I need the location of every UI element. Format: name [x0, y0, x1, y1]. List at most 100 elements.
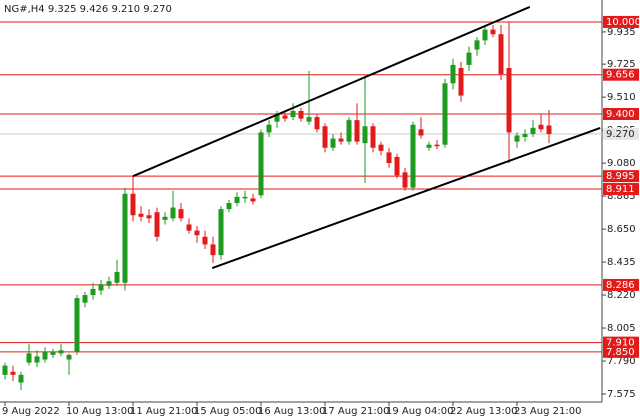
candle-body	[330, 138, 336, 148]
candle-body	[122, 193, 128, 283]
candle-body	[42, 351, 48, 360]
candle-body	[426, 144, 432, 148]
candle-body	[82, 295, 88, 303]
y-tick-label: 8.865	[607, 191, 636, 202]
candle-body	[74, 298, 80, 352]
candle-body	[106, 281, 112, 286]
y-tick-label: 9.725	[607, 59, 636, 70]
candle-body	[202, 236, 208, 245]
x-tick-label: 10 Aug 13:00	[66, 406, 133, 417]
level-label: 10.000	[606, 17, 640, 28]
candle-body	[410, 124, 416, 188]
y-tick-label: 8.650	[607, 224, 636, 235]
candle-body	[394, 156, 400, 176]
chart-title: NG#,H4 9.325 9.426 9.210 9.270	[4, 4, 172, 15]
level-label: 8.286	[606, 280, 635, 291]
level-label-box	[603, 15, 639, 28]
candle-body	[458, 67, 464, 96]
candle-body	[378, 144, 384, 151]
candle-body	[450, 64, 456, 84]
candle-body	[346, 120, 352, 142]
y-tick-label: 7.575	[607, 389, 636, 400]
y-tick-label: 9.510	[607, 92, 636, 103]
candle-body	[130, 193, 136, 216]
candle-body	[546, 125, 552, 134]
level-label: 8.995	[606, 171, 635, 182]
candle-body	[218, 209, 224, 256]
candle-body	[474, 40, 480, 50]
y-tick-label: 7.790	[607, 356, 636, 367]
level-label: 7.850	[606, 347, 635, 358]
candle-body	[370, 126, 376, 148]
x-tick-label: 17 Aug 21:00	[322, 406, 389, 417]
candle-body	[306, 117, 312, 122]
candle-body	[266, 124, 272, 133]
candle-body	[282, 115, 288, 119]
candle-body	[114, 272, 120, 283]
level-label-box	[603, 183, 639, 196]
level-label: 7.910	[606, 338, 635, 349]
candle-body	[522, 133, 528, 138]
current-price-label: 9.270	[606, 129, 635, 140]
candle-body	[298, 110, 304, 119]
candle-body	[2, 365, 8, 375]
candle-body	[146, 215, 152, 219]
candle-body	[274, 114, 280, 122]
level-label: 8.911	[606, 184, 635, 195]
candle-body	[354, 120, 360, 142]
trendline	[211, 127, 601, 269]
candle-body	[210, 244, 216, 256]
level-label: 9.400	[606, 109, 635, 120]
candle-body	[234, 196, 240, 203]
x-tick-label: 15 Aug 05:00	[194, 406, 261, 417]
level-label-box	[603, 336, 639, 349]
x-tick-label: 9 Aug 2022	[2, 406, 60, 417]
y-tick-label: 8.005	[607, 323, 636, 334]
level-label-box	[603, 278, 639, 291]
candle-body	[338, 138, 344, 142]
candle-body	[26, 353, 32, 363]
candle-body	[402, 172, 408, 188]
candle-body	[186, 224, 192, 231]
candle-body	[194, 230, 200, 236]
candle-body	[434, 144, 440, 147]
candle-body	[178, 209, 184, 219]
candle-body	[258, 132, 264, 196]
level-label-box	[603, 68, 639, 81]
y-tick-label: 8.220	[607, 290, 636, 301]
y-tick-label: 8.435	[607, 257, 636, 268]
candle-body	[10, 371, 16, 375]
y-tick-label: 9.935	[607, 27, 636, 38]
candle-body	[154, 212, 160, 237]
candle-body	[466, 52, 472, 65]
x-tick-label: 23 Aug 21:00	[514, 406, 581, 417]
candle-body	[66, 354, 72, 360]
candle-body	[34, 356, 40, 363]
candle-body	[506, 67, 512, 133]
candle-body	[498, 34, 504, 75]
candle-body	[290, 110, 296, 118]
candle-body	[530, 127, 536, 134]
candle-body	[362, 126, 368, 144]
candle-body	[226, 202, 232, 210]
level-label-box	[603, 345, 639, 358]
candle-body	[386, 152, 392, 164]
candle-body	[418, 129, 424, 136]
candle-body	[538, 124, 544, 130]
candle-body	[18, 374, 24, 383]
candle-body	[250, 198, 256, 202]
candle-body	[138, 213, 144, 217]
candle-body	[442, 83, 448, 145]
y-tick-label: 9.080	[607, 158, 636, 169]
x-tick-label: 22 Aug 13:00	[450, 406, 517, 417]
candle-body	[242, 196, 248, 199]
candle-body	[58, 350, 64, 354]
level-label: 9.656	[606, 70, 635, 81]
candle-body	[482, 29, 488, 41]
candle-body	[490, 29, 496, 35]
candle-body	[162, 216, 168, 220]
candle-body	[50, 351, 56, 355]
x-tick-label: 11 Aug 21:00	[130, 406, 197, 417]
